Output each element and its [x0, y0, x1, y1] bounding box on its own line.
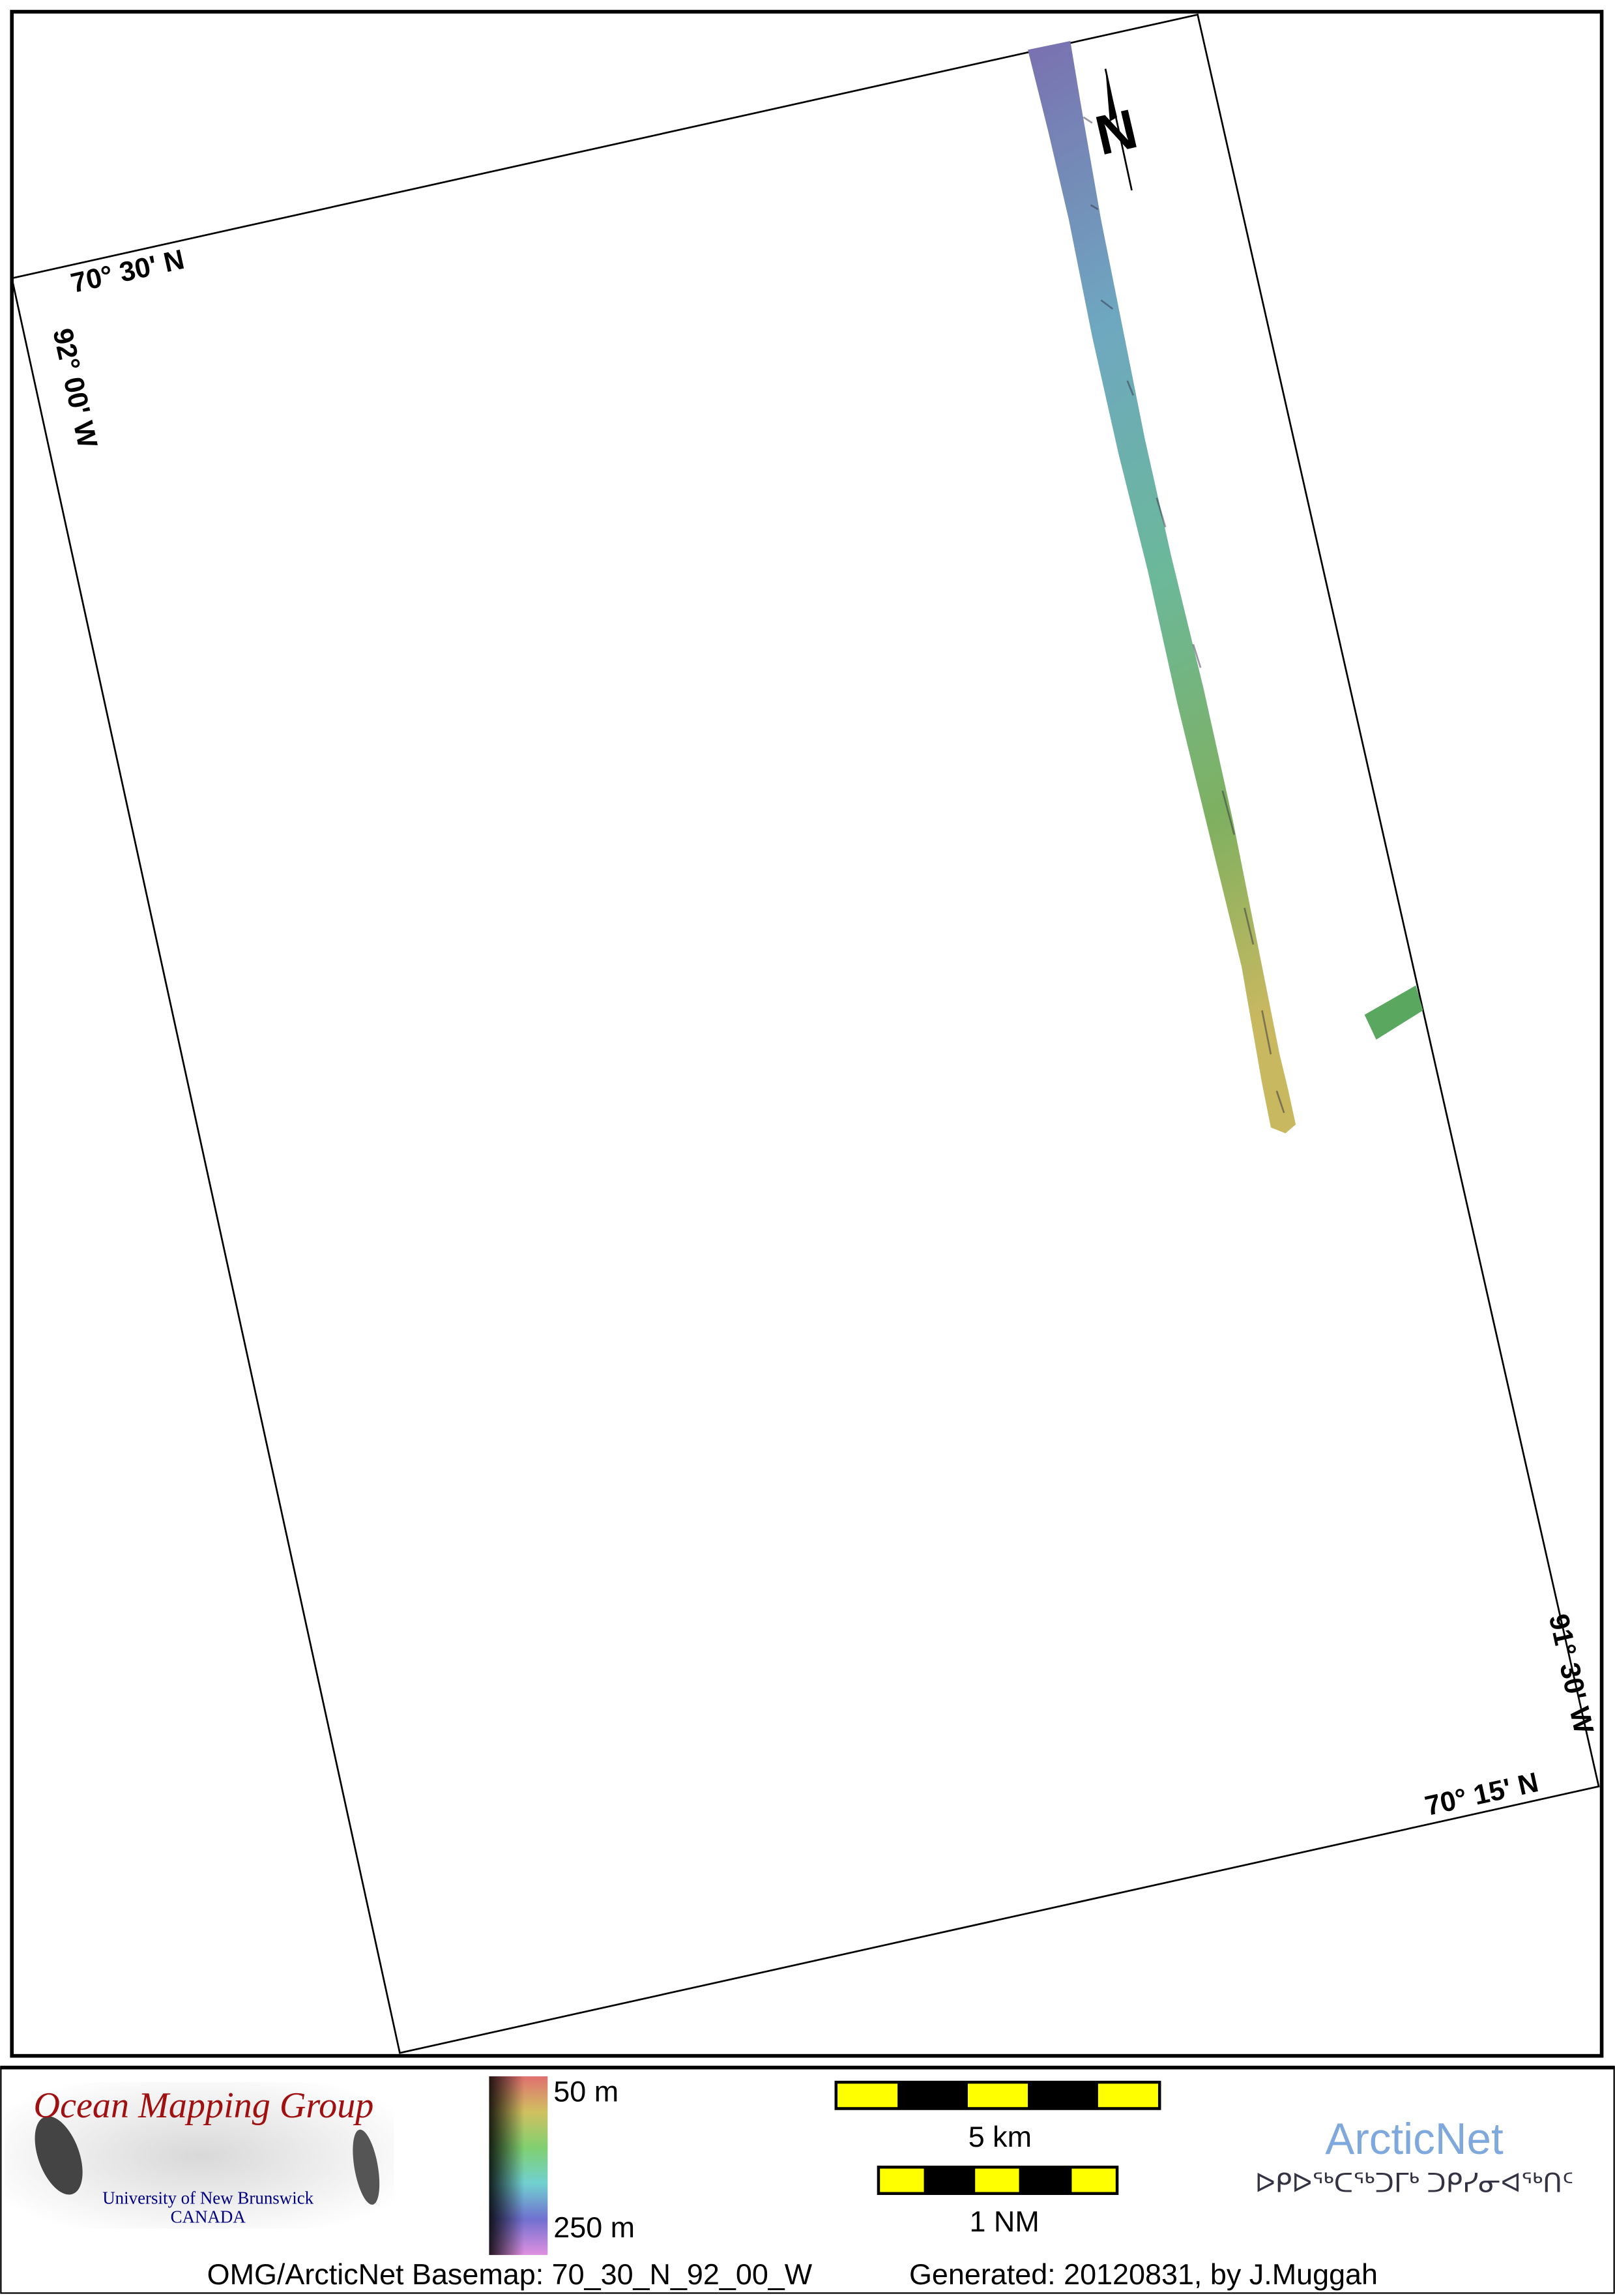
north-arrow: N [1090, 68, 1143, 191]
logo-country: CANADA [171, 2207, 246, 2227]
scale-bar-nm: 1 NM [877, 2166, 1119, 2238]
arcticnet-syllabics: ᐅᑭᐅᖅᑕᖅᑐᒥᒃ ᑐᑭᓯᓂᐊᖅᑎᑦ [1255, 2168, 1574, 2198]
map-frame [10, 10, 1604, 2058]
omg-logo: Ocean Mapping Group University of New Br… [4, 2082, 394, 2229]
depth-max-label: 250 m [553, 2211, 635, 2244]
arcticnet-logo: ArcticNet ᐅᑭᐅᖅᑕᖅᑐᒥᒃ ᑐᑭᓯᓂᐊᖅᑎᑦ [1255, 2115, 1574, 2198]
scale-bar-nm-label: 1 NM [969, 2205, 1039, 2238]
bathymetry-swath [1028, 40, 1296, 1134]
logo-title: Ocean Mapping Group [34, 2085, 374, 2126]
legend-frame [0, 2067, 1615, 2294]
north-arrow-label: N [1090, 98, 1142, 167]
map-grid-boundary [10, 13, 1600, 2054]
sonar-fish-icon [35, 2116, 83, 2195]
lon-label-91-30: 91° 30' W [1543, 1612, 1599, 1737]
bathymetry-patch [1364, 985, 1423, 1040]
north-arrow-head-icon [1105, 68, 1118, 122]
swath-texture [1083, 116, 1285, 1113]
depth-colorbar: 50 m 250 m [489, 2074, 635, 2256]
footer-generated: Generated: 20120831, by J.Muggah [909, 2258, 1378, 2291]
lat-label-70-15: 70° 15' N [1422, 1767, 1541, 1822]
scale-bar-km-label: 5 km [968, 2120, 1032, 2153]
logo-university: University of New Brunswick [102, 2188, 313, 2207]
arcticnet-name: ArcticNet [1325, 2115, 1504, 2164]
lon-label-92-00: 92° 00' W [46, 325, 103, 451]
map-area[interactable]: 70° 30' N 92° 00' W 91° 30' W 70° 15' N … [10, 13, 1600, 2054]
footer-basemap: OMG/ArcticNet Basemap: 70_30_N_92_00_W [207, 2258, 813, 2291]
scale-bar-km: 5 km [834, 2080, 1161, 2153]
sonar-fish-icon [353, 2129, 380, 2205]
depth-min-label: 50 m [553, 2074, 618, 2108]
